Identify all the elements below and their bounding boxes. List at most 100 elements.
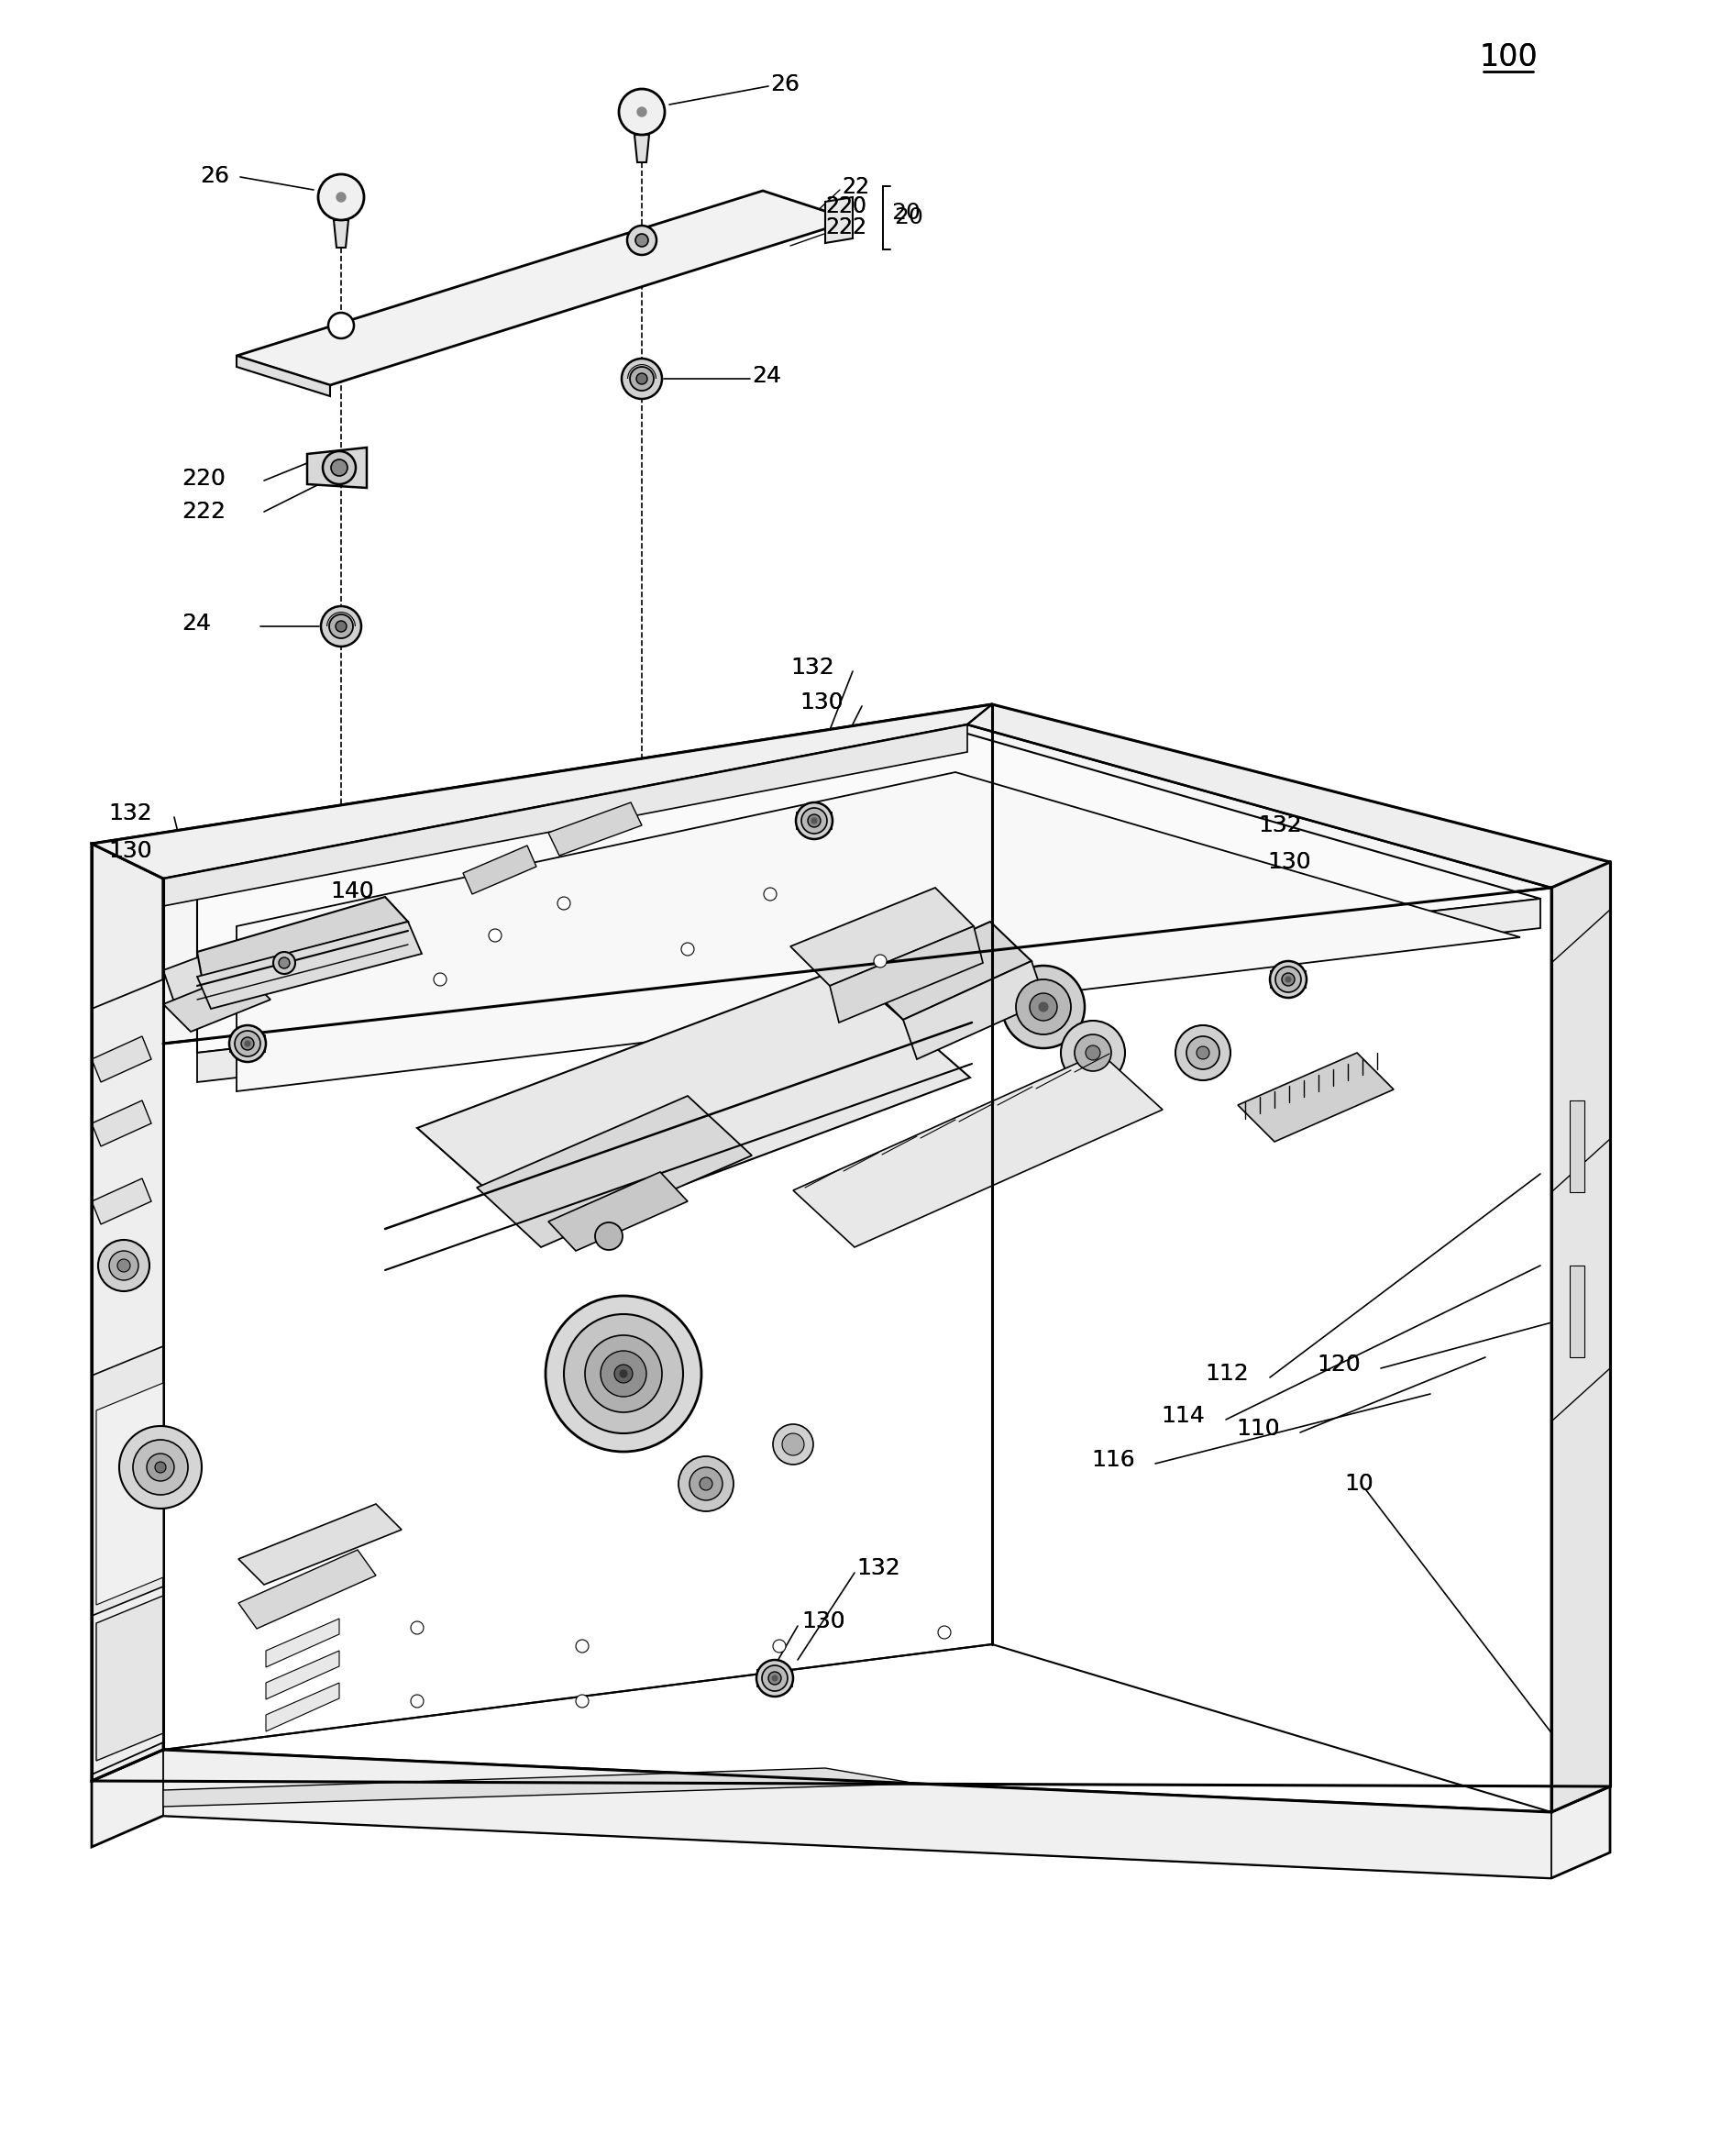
Polygon shape	[163, 724, 1550, 1044]
Circle shape	[601, 1352, 646, 1397]
Circle shape	[1015, 979, 1070, 1035]
Text: 116: 116	[1091, 1449, 1134, 1470]
Text: 140: 140	[329, 880, 374, 903]
Circle shape	[757, 1660, 793, 1697]
Polygon shape	[97, 1595, 163, 1761]
Text: 24: 24	[752, 364, 781, 386]
Text: 26: 26	[199, 166, 229, 188]
Text: 132: 132	[790, 658, 833, 679]
Text: 100: 100	[1479, 41, 1536, 71]
Circle shape	[1174, 1026, 1230, 1080]
Polygon shape	[197, 899, 1540, 1082]
Circle shape	[637, 108, 646, 116]
Circle shape	[563, 1315, 682, 1434]
Text: 220: 220	[824, 196, 866, 218]
Circle shape	[241, 1037, 255, 1050]
Text: 130: 130	[107, 841, 152, 862]
Text: 26: 26	[769, 73, 798, 95]
Circle shape	[329, 614, 353, 638]
Text: 130: 130	[798, 692, 843, 714]
Circle shape	[772, 1425, 812, 1464]
Polygon shape	[92, 705, 991, 877]
Polygon shape	[1550, 862, 1609, 1811]
Polygon shape	[966, 705, 1609, 888]
Circle shape	[433, 972, 447, 985]
Circle shape	[133, 1440, 187, 1494]
Text: 112: 112	[1204, 1363, 1249, 1384]
Text: 26: 26	[199, 166, 229, 188]
Text: 132: 132	[1257, 815, 1301, 837]
Text: 222: 222	[824, 216, 866, 239]
Circle shape	[118, 1259, 130, 1272]
Circle shape	[622, 358, 662, 399]
Circle shape	[1074, 1035, 1110, 1072]
Polygon shape	[239, 1550, 376, 1628]
Circle shape	[331, 459, 348, 476]
Circle shape	[873, 955, 887, 968]
Polygon shape	[547, 802, 641, 856]
Text: 20: 20	[890, 203, 920, 224]
Text: 120: 120	[1316, 1354, 1360, 1376]
Circle shape	[629, 367, 653, 390]
Circle shape	[689, 1468, 722, 1501]
Circle shape	[244, 1041, 249, 1046]
Polygon shape	[334, 220, 348, 248]
Text: 22: 22	[842, 177, 869, 198]
Circle shape	[410, 1621, 423, 1634]
Circle shape	[1195, 1046, 1209, 1059]
Circle shape	[1282, 972, 1294, 985]
Text: 130: 130	[107, 841, 152, 862]
Text: 220: 220	[182, 468, 225, 489]
Text: 24: 24	[182, 612, 211, 634]
Circle shape	[681, 942, 695, 955]
Circle shape	[1186, 1037, 1219, 1069]
Circle shape	[410, 1695, 423, 1708]
Circle shape	[322, 451, 355, 485]
Circle shape	[1275, 966, 1301, 992]
Polygon shape	[163, 1751, 1550, 1878]
Text: 130: 130	[800, 1611, 845, 1632]
Text: 140: 140	[329, 880, 374, 903]
Text: 22: 22	[842, 177, 869, 198]
Polygon shape	[163, 1768, 916, 1807]
Polygon shape	[265, 1619, 339, 1667]
Circle shape	[585, 1335, 662, 1412]
Circle shape	[279, 957, 289, 968]
Polygon shape	[92, 843, 163, 1781]
Text: 24: 24	[182, 612, 211, 634]
Text: 26: 26	[769, 73, 798, 95]
Circle shape	[575, 1695, 589, 1708]
Polygon shape	[462, 845, 537, 895]
Text: 132: 132	[1257, 815, 1301, 837]
Polygon shape	[265, 1651, 339, 1699]
Circle shape	[636, 233, 648, 246]
Circle shape	[234, 1031, 260, 1056]
Text: 24: 24	[752, 364, 781, 386]
Polygon shape	[1237, 1052, 1393, 1143]
Polygon shape	[797, 813, 831, 830]
Polygon shape	[163, 936, 284, 1003]
Text: 10: 10	[1344, 1473, 1372, 1494]
Circle shape	[795, 802, 831, 839]
Polygon shape	[902, 962, 1044, 1059]
Circle shape	[620, 1369, 627, 1378]
Circle shape	[1060, 1020, 1124, 1084]
Polygon shape	[547, 1173, 688, 1250]
Polygon shape	[97, 1382, 163, 1604]
Polygon shape	[92, 705, 991, 877]
Text: 110: 110	[1235, 1419, 1278, 1440]
Polygon shape	[92, 1751, 1609, 1878]
Polygon shape	[237, 772, 1519, 1091]
Polygon shape	[92, 1100, 151, 1147]
Polygon shape	[197, 921, 421, 1009]
Text: 132: 132	[790, 658, 833, 679]
Circle shape	[319, 175, 364, 220]
Text: 222: 222	[182, 500, 225, 522]
Polygon shape	[230, 1035, 265, 1052]
Polygon shape	[1550, 862, 1609, 1811]
Circle shape	[327, 313, 353, 338]
Circle shape	[336, 621, 346, 632]
Circle shape	[1270, 962, 1306, 998]
Polygon shape	[793, 1052, 1162, 1246]
Text: 220: 220	[824, 196, 866, 218]
